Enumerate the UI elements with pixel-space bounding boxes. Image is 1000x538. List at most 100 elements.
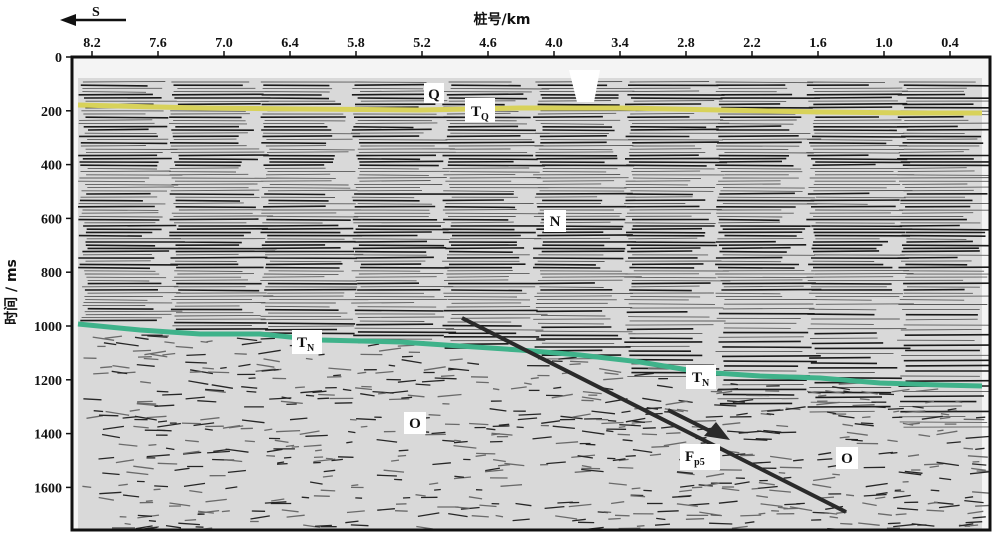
chaotic-reflector	[907, 454, 920, 457]
chaotic-reflector	[303, 444, 322, 448]
chaotic-reflector	[133, 465, 154, 470]
annotation-tq: TQ	[465, 98, 495, 123]
chaotic-reflector	[431, 431, 446, 435]
reflector-line	[80, 170, 975, 173]
reflector-line	[87, 307, 978, 316]
chaotic-reflector	[204, 428, 213, 431]
reflector-line	[86, 276, 988, 279]
chaotic-reflector	[129, 408, 140, 412]
chaotic-reflector	[621, 410, 631, 414]
chaotic-reflector	[518, 413, 542, 416]
reflector-line	[84, 295, 990, 298]
reflector-line	[84, 269, 985, 272]
chaotic-reflector	[124, 522, 131, 526]
chaotic-reflector	[236, 337, 258, 342]
chaotic-reflector	[241, 386, 258, 389]
chaotic-reflector	[421, 379, 445, 383]
reflector-line	[82, 250, 980, 253]
chaotic-reflector	[704, 482, 720, 487]
chaotic-reflector	[813, 476, 836, 482]
x-tick-label: 4.0	[545, 36, 563, 51]
chaotic-reflector	[544, 505, 565, 510]
chaotic-reflector	[523, 382, 532, 385]
reflector-line	[84, 272, 990, 276]
reflector-line	[79, 215, 964, 218]
chaotic-reflector	[349, 418, 357, 421]
chaotic-reflector	[632, 420, 645, 424]
reflector-line	[80, 141, 984, 145]
annotation-o-left: O	[404, 412, 426, 434]
plot-frame	[70, 55, 992, 532]
chaotic-reflector	[902, 422, 914, 426]
chaotic-reflector	[360, 425, 368, 428]
chaotic-reflector	[476, 452, 496, 455]
reflector-line	[87, 138, 978, 141]
chaotic-reflector	[608, 482, 627, 486]
reflector-line	[86, 173, 990, 176]
seismic-data	[77, 70, 990, 530]
chaotic-reflector	[356, 418, 376, 421]
chaotic-reflector	[144, 350, 167, 356]
chaotic-reflector	[971, 467, 986, 471]
chaotic-reflector	[486, 428, 496, 431]
chaotic-reflector	[115, 459, 134, 464]
chaotic-reflector	[777, 506, 788, 510]
x-axis: 8.2 7.6 7.0 6.4 5.8 5.2 4.6 4.0 3.4 2.8 2.2 1.6 1.0 0…	[83, 36, 959, 57]
chaotic-reflector	[241, 419, 265, 424]
chaotic-reflector	[606, 430, 614, 433]
reflector-line	[79, 199, 973, 202]
chaotic-reflector	[333, 374, 342, 377]
chaotic-reflector	[751, 487, 759, 490]
chaotic-reflector	[560, 415, 583, 420]
chaotic-reflector	[222, 424, 241, 429]
chaotic-reflector	[397, 379, 416, 383]
chaotic-reflector	[812, 483, 832, 489]
reflector-line	[86, 192, 988, 196]
reflector-line	[78, 256, 958, 260]
chaotic-reflector	[299, 430, 320, 436]
chaotic-reflector	[453, 440, 468, 444]
chaotic-reflector	[143, 357, 159, 361]
chaotic-reflector	[98, 496, 115, 501]
chaotic-reflector	[893, 410, 900, 413]
x-tick-label: 1.0	[875, 36, 893, 51]
chaotic-reflector	[972, 516, 986, 519]
chaotic-reflector	[99, 491, 122, 495]
chaotic-reflector	[241, 341, 262, 346]
reflector-line	[83, 125, 958, 129]
chaotic-reflector	[429, 482, 439, 486]
reflector-line	[78, 218, 967, 222]
reflector-line	[87, 282, 990, 285]
chaotic-reflector	[156, 429, 172, 432]
chaotic-reflector	[342, 388, 352, 392]
chaotic-reflector	[555, 515, 578, 520]
reflector-line	[85, 148, 970, 151]
chaotic-reflector	[378, 347, 402, 352]
chaotic-reflector	[875, 496, 886, 500]
chaotic-reflector	[205, 498, 227, 503]
x-tick-label: 5.2	[413, 36, 431, 51]
chaotic-reflector	[817, 458, 833, 461]
chaotic-reflector	[582, 390, 602, 395]
fault-fp5-line	[461, 316, 847, 514]
chaotic-reflector	[189, 489, 203, 494]
chaotic-reflector	[266, 448, 283, 453]
chaotic-reflector	[936, 461, 959, 467]
chaotic-reflector	[736, 412, 748, 416]
chaotic-reflector	[716, 390, 733, 395]
reflector-line	[87, 128, 990, 132]
chaotic-reflector	[664, 408, 684, 413]
chaotic-reflector	[612, 458, 626, 462]
chaotic-reflector	[492, 388, 500, 391]
reflector-line	[81, 189, 974, 192]
chaotic-reflector	[842, 423, 854, 427]
chaotic-reflector	[454, 439, 461, 442]
chaotic-reflector	[206, 340, 213, 343]
chaotic-reflector	[305, 394, 315, 397]
chaotic-reflector	[132, 349, 152, 352]
chaotic-reflector	[546, 461, 566, 465]
chaotic-reflector	[552, 425, 575, 430]
chaotic-reflector	[281, 509, 299, 513]
chaotic-reflector	[838, 415, 855, 419]
